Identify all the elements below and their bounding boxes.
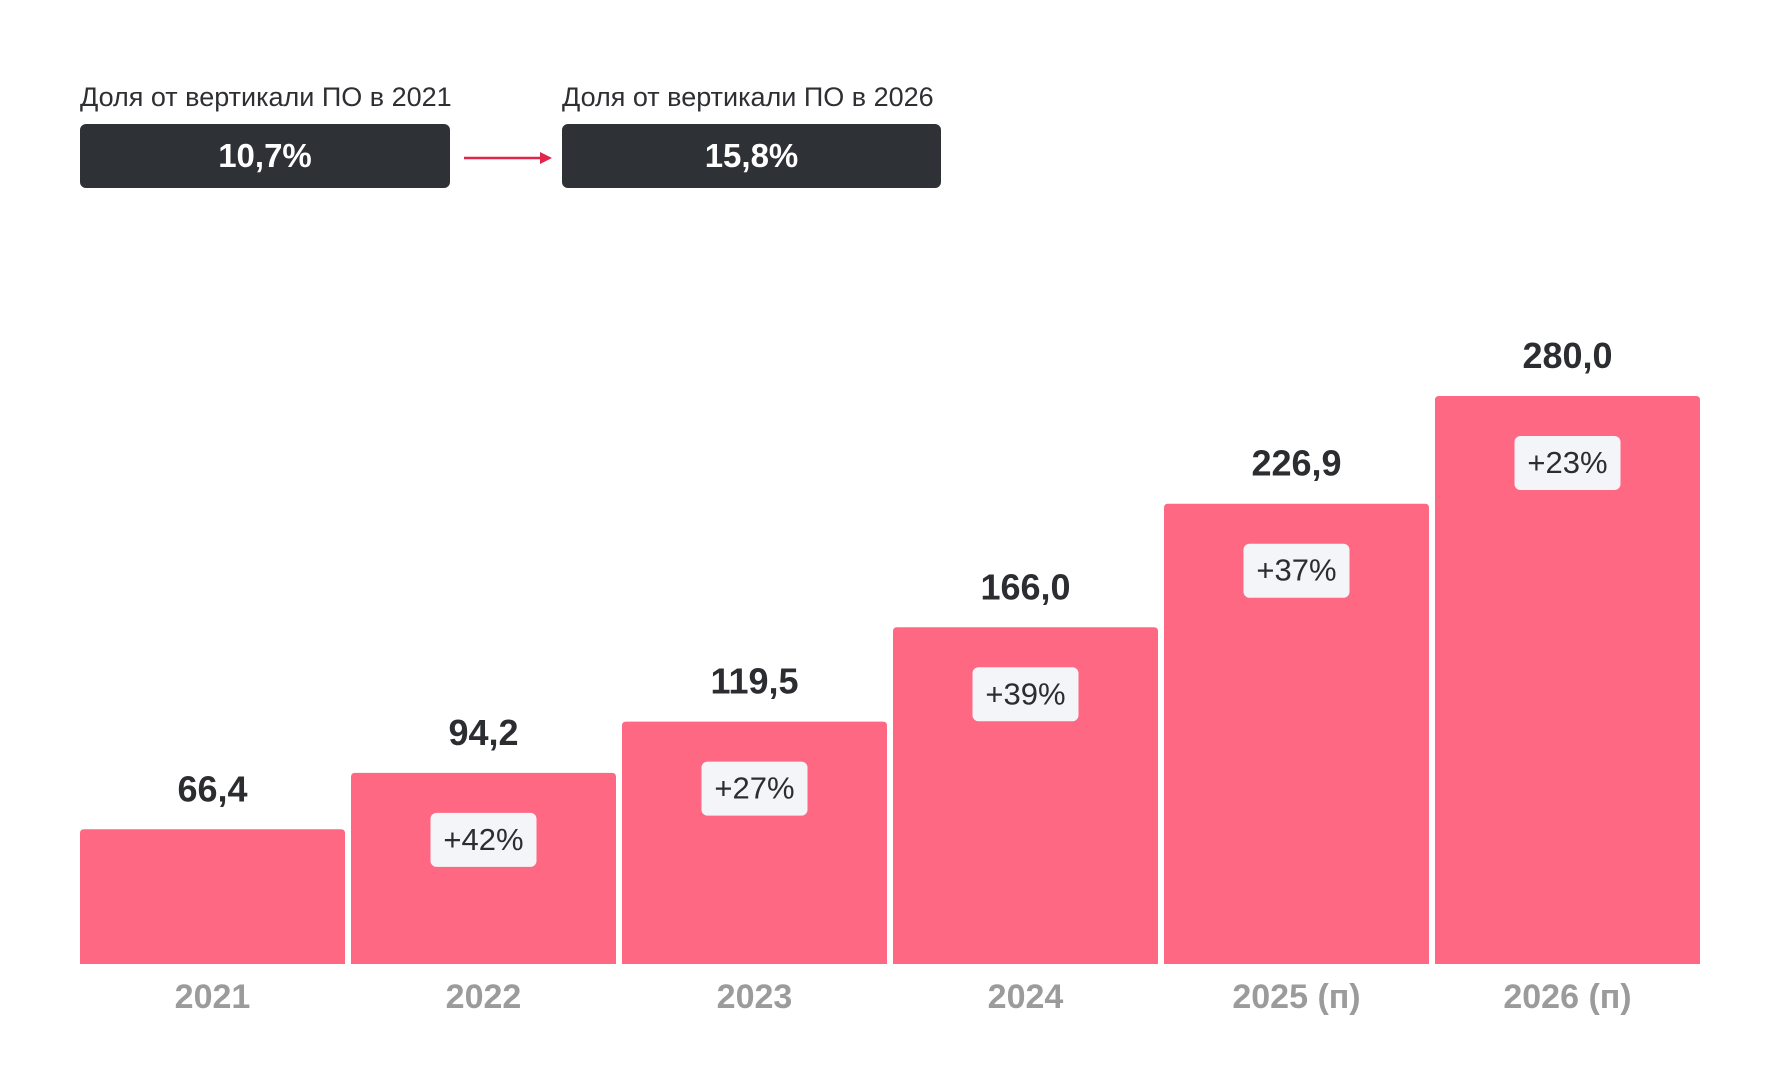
category-label-2: 2023 [717, 978, 793, 1016]
growth-label-4: +37% [1256, 553, 1336, 588]
value-label-3: 166,0 [980, 566, 1070, 607]
bar-1 [351, 772, 616, 964]
category-label-0: 2021 [175, 978, 251, 1016]
share-2026-label: Доля от вертикали ПО в 2026 [562, 82, 934, 112]
share-2021-value: 10,7% [218, 137, 312, 174]
share-2021-value-box: 10,7% [80, 124, 450, 188]
value-label-5: 280,0 [1522, 335, 1612, 376]
share-2026-value: 15,8% [704, 137, 799, 174]
growth-label-2: +27% [714, 771, 794, 806]
growth-label-1: +42% [443, 822, 523, 857]
growth-label-5: +23% [1527, 445, 1607, 480]
value-label-1: 94,2 [448, 712, 518, 753]
category-label-3: 2024 [988, 978, 1064, 1016]
growth-badge-1 [430, 812, 537, 867]
share-2026-value-box: 15,8% [562, 124, 941, 188]
share-2021-label: Доля от вертикали ПО в 2021 [80, 82, 452, 112]
growth-badge-2 [701, 761, 808, 816]
bar-3 [893, 627, 1158, 964]
bar-2 [622, 721, 887, 964]
growth-badge-3 [972, 667, 1079, 722]
bar-4 [1164, 503, 1429, 964]
growth-badge-4 [1243, 543, 1350, 598]
growth-label-3: +39% [985, 676, 1065, 711]
value-label-4: 226,9 [1251, 443, 1341, 484]
bar-5 [1435, 396, 1700, 964]
category-label-4: 2025 (п) [1232, 978, 1360, 1016]
bar-0 [80, 829, 345, 964]
value-label-2: 119,5 [710, 661, 798, 702]
category-label-5: 2026 (п) [1503, 978, 1631, 1016]
arrow-right-icon [464, 152, 552, 164]
value-label-0: 66,4 [177, 768, 247, 809]
growth-badge-5 [1514, 436, 1621, 490]
category-label-1: 2022 [446, 978, 522, 1016]
